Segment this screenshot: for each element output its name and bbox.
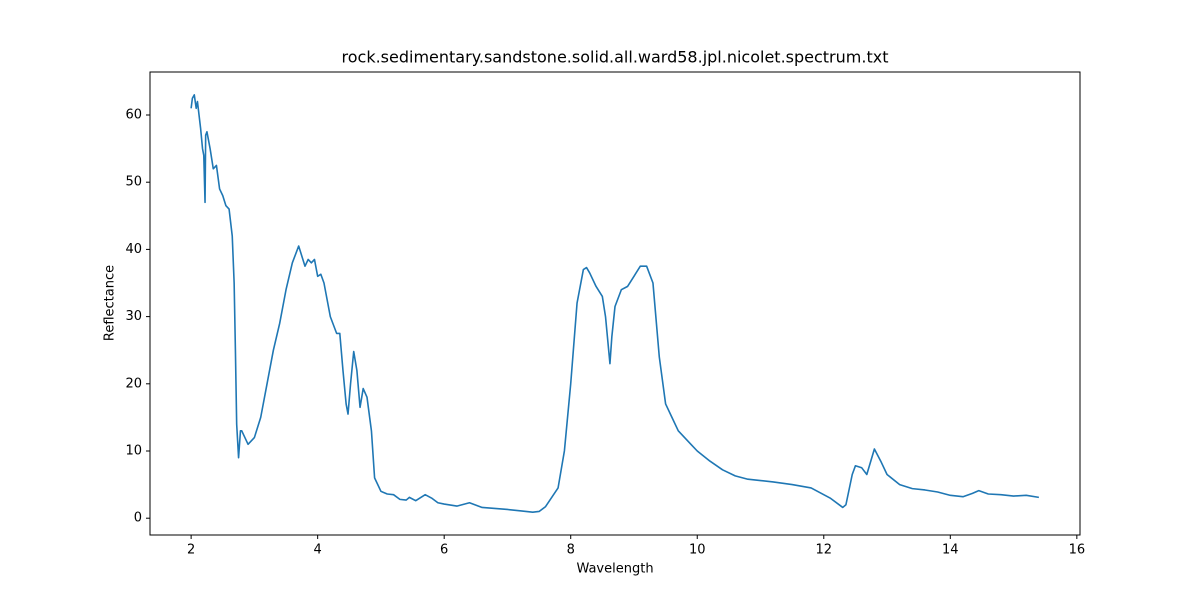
- line-series: [190, 94, 1040, 513]
- x-tick-label: 12: [816, 543, 833, 558]
- y-tick-label: 20: [125, 376, 142, 391]
- x-tick-label: 14: [942, 543, 959, 558]
- x-tick-label: 8: [567, 543, 575, 558]
- x-tick-label: 10: [689, 543, 706, 558]
- y-tick-label: 60: [125, 108, 142, 123]
- x-tick-label: 4: [314, 543, 322, 558]
- x-tick-label: 2: [187, 543, 195, 558]
- y-tick-label: 10: [125, 444, 142, 459]
- plot-frame: [149, 71, 1081, 536]
- y-tick-label: 30: [125, 309, 142, 324]
- y-tick-label: 40: [125, 242, 142, 257]
- y-tick-label: 50: [125, 175, 142, 190]
- x-tick-label: 6: [440, 543, 448, 558]
- chart-title: rock.sedimentary.sandstone.solid.all.war…: [342, 48, 889, 67]
- x-axis-label: Wavelength: [576, 562, 653, 577]
- y-tick-label: 0: [134, 511, 142, 526]
- y-axis-label: Reflectance: [103, 265, 118, 341]
- x-tick-label: 16: [1069, 543, 1086, 558]
